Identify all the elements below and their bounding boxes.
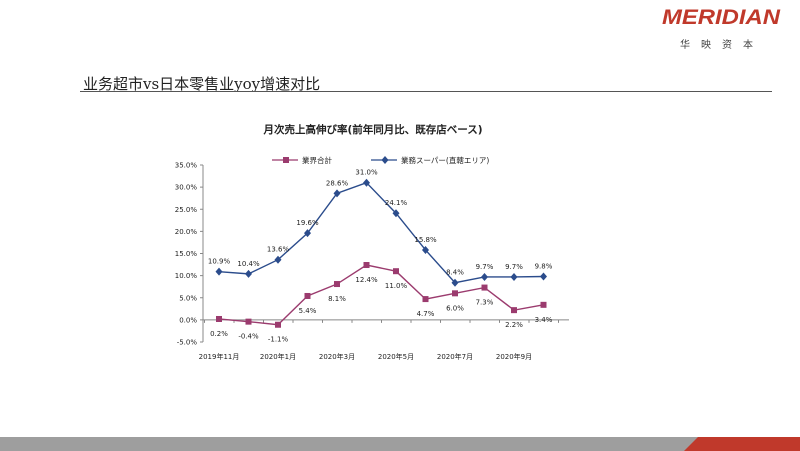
data-label: 28.6% — [326, 179, 349, 187]
data-label: 3.4% — [535, 316, 553, 324]
data-label: 11.0% — [385, 282, 408, 290]
meridian-logo: MERIDIAN — [662, 6, 781, 28]
x-tick-label: 2019年11月 — [199, 352, 240, 361]
data-point — [333, 189, 341, 198]
data-point — [540, 301, 547, 308]
data-label: 7.3% — [476, 299, 494, 307]
legend-label: 業界合計 — [302, 155, 332, 165]
series-line — [218, 181, 544, 284]
legend-marker — [381, 156, 389, 164]
x-tick-label: 2020年5月 — [378, 352, 414, 361]
data-point — [422, 245, 429, 254]
data-point — [245, 269, 252, 278]
data-point — [511, 307, 517, 314]
y-tick-label: 25.0% — [175, 206, 198, 214]
chart-title: 月次売上高伸び率(前年同月比、既存店ベース) — [262, 123, 482, 136]
x-tick-label: 2020年9月 — [496, 352, 532, 361]
y-tick-label: 15.0% — [175, 250, 198, 258]
data-label: 8.4% — [446, 269, 464, 277]
x-tick-label: 2020年7月 — [437, 352, 473, 361]
data-point — [334, 281, 340, 288]
data-point — [452, 290, 458, 297]
data-label: 8.1% — [328, 295, 346, 303]
data-label: 12.4% — [355, 276, 378, 284]
data-label: 13.6% — [267, 246, 290, 254]
y-tick-label: 10.0% — [175, 272, 198, 280]
data-label: 10.9% — [208, 258, 231, 266]
y-tick-label: -5.0% — [177, 339, 198, 347]
footer-accent — [684, 437, 800, 451]
data-point — [274, 255, 282, 264]
y-tick-label: 35.0% — [175, 162, 198, 170]
data-label: 10.4% — [237, 260, 260, 268]
y-tick-label: 0.0% — [179, 316, 197, 324]
data-label: 19.6% — [296, 219, 319, 227]
series-line — [218, 264, 544, 326]
data-point — [481, 272, 488, 281]
x-tick-label: 2020年3月 — [319, 352, 355, 361]
data-point — [392, 209, 400, 218]
data-point — [215, 267, 223, 276]
data-label: 2.2% — [505, 321, 523, 329]
data-label: -1.1% — [268, 336, 289, 344]
footer-band — [0, 437, 800, 451]
legend-marker — [283, 157, 289, 163]
data-label: 15.8% — [414, 236, 437, 244]
page-title: 业务超市vs日本零售业yoy增速对比 — [83, 75, 321, 93]
data-label: 0.2% — [210, 330, 228, 338]
data-label: 4.7% — [417, 310, 435, 318]
data-label: 6.0% — [446, 304, 464, 312]
data-point — [510, 272, 518, 281]
data-label: 31.0% — [355, 169, 378, 177]
y-tick-label: 20.0% — [175, 228, 198, 236]
data-point — [393, 268, 399, 275]
data-point — [481, 284, 488, 291]
data-label: 24.1% — [385, 199, 408, 207]
data-point — [363, 178, 370, 187]
data-point — [216, 315, 222, 322]
data-point — [304, 292, 311, 299]
data-point — [363, 262, 370, 269]
data-point — [451, 278, 459, 287]
logo-subtitle: 华映资本 — [680, 40, 764, 51]
data-label: 9.7% — [476, 263, 494, 271]
data-label: 9.8% — [535, 263, 553, 271]
data-point — [275, 321, 281, 328]
data-label: 5.4% — [299, 307, 317, 315]
x-tick-label: 2020年1月 — [260, 352, 296, 361]
data-point — [245, 318, 252, 325]
legend-label: 業務スーパー(直轄エリア) — [401, 155, 489, 165]
data-point — [540, 272, 547, 281]
logo-text: MERIDIAN — [662, 6, 781, 28]
data-label: 9.7% — [505, 263, 523, 271]
data-label: -0.4% — [238, 333, 259, 341]
y-tick-label: 30.0% — [175, 184, 198, 192]
title-divider — [80, 91, 772, 92]
data-point — [422, 296, 429, 303]
y-tick-label: 5.0% — [179, 294, 197, 302]
data-point — [304, 229, 311, 238]
